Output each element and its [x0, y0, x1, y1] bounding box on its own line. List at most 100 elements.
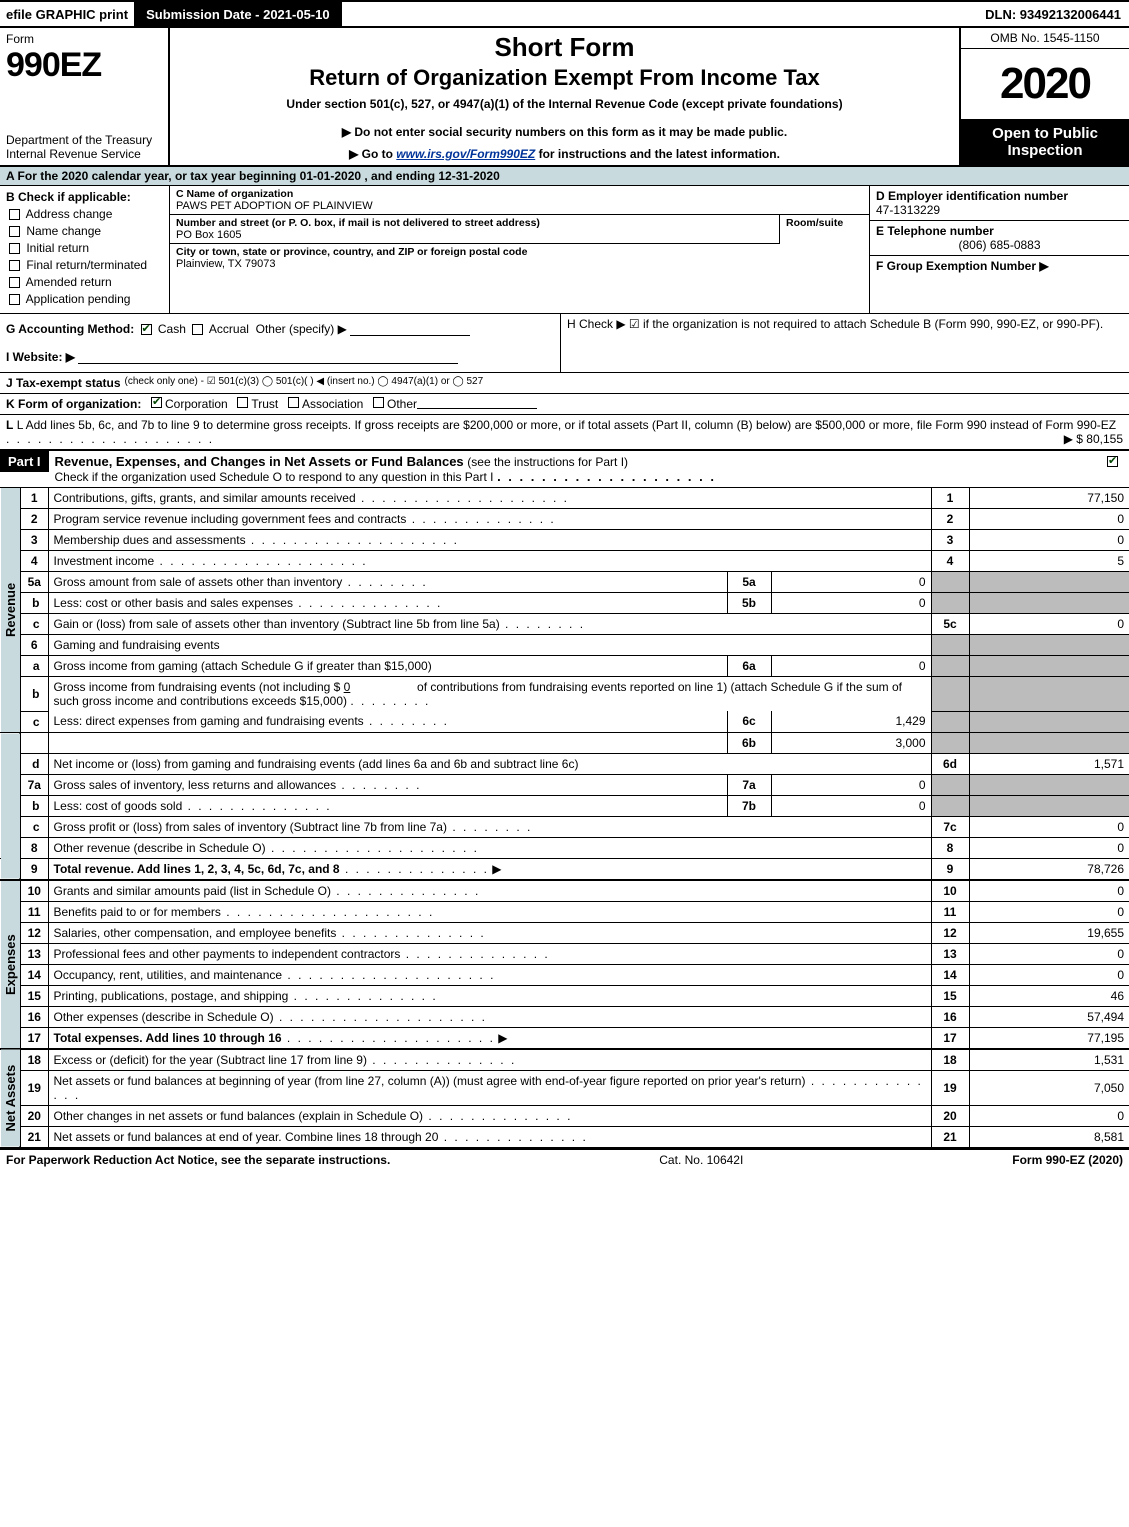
ln6b-shade3	[931, 733, 969, 754]
chk-amended-return[interactable]	[9, 277, 20, 288]
ln13-desc: Professional fees and other payments to …	[54, 947, 401, 961]
chk-address-change[interactable]	[9, 209, 20, 220]
ln14-num: 14	[931, 964, 969, 985]
city-label: City or town, state or province, country…	[176, 246, 863, 258]
ln15-num: 15	[931, 985, 969, 1006]
chk-initial-return[interactable]	[9, 243, 20, 254]
lbl-association: Association	[302, 397, 363, 411]
ln6d-num: 6d	[931, 753, 969, 774]
ln7b-shade2	[969, 795, 1129, 816]
ln13-num: 13	[931, 943, 969, 964]
tax-year: 2020	[961, 49, 1129, 119]
part1-header-row: Part I Revenue, Expenses, and Changes in…	[0, 450, 1129, 488]
ln14-val: 0	[969, 964, 1129, 985]
box-b: B Check if applicable: Address change Na…	[0, 186, 170, 313]
chk-trust[interactable]	[237, 397, 248, 408]
chk-name-change[interactable]	[9, 226, 20, 237]
ln9-desc: Total revenue. Add lines 1, 2, 3, 4, 5c,…	[54, 862, 340, 876]
title-short-form: Short Form	[180, 32, 949, 63]
chk-cash[interactable]	[141, 324, 152, 335]
chk-schedule-o[interactable]	[1107, 456, 1118, 467]
lbl-application-pending: Application pending	[26, 292, 131, 306]
page-footer: For Paperwork Reduction Act Notice, see …	[0, 1148, 1129, 1170]
efile-label: efile GRAPHIC print	[0, 3, 134, 26]
ln6b-shade4	[969, 733, 1129, 754]
ln1-no: 1	[20, 488, 48, 509]
g-label: G Accounting Method:	[6, 322, 134, 336]
ln5b-no: b	[20, 593, 48, 614]
form-number: 990EZ	[6, 46, 162, 85]
chk-association[interactable]	[288, 397, 299, 408]
chk-final-return[interactable]	[9, 260, 20, 271]
vert-expenses: Expenses	[0, 880, 20, 1049]
ln10-desc: Grants and similar amounts paid (list in…	[54, 884, 331, 898]
open-inspection: Open to Public Inspection	[961, 119, 1129, 165]
ln6a-no: a	[20, 656, 48, 677]
ln19-val: 7,050	[969, 1070, 1129, 1105]
ln7a-desc: Gross sales of inventory, less returns a…	[54, 778, 337, 792]
line-l: L L Add lines 5b, 6c, and 7b to line 9 t…	[0, 415, 1129, 450]
chk-accrual[interactable]	[192, 324, 203, 335]
ln21-num: 21	[931, 1126, 969, 1147]
chk-application-pending[interactable]	[9, 294, 20, 305]
part1-sub: (see the instructions for Part I)	[467, 455, 628, 469]
lbl-name-change: Name change	[26, 224, 101, 238]
ln6d-val: 1,571	[969, 753, 1129, 774]
ln16-no: 16	[20, 1006, 48, 1027]
ln9-num: 9	[931, 858, 969, 880]
ln20-num: 20	[931, 1105, 969, 1126]
ln7a-subval: 0	[771, 774, 931, 795]
vert-rev-end	[0, 858, 20, 880]
l-text: L Add lines 5b, 6c, and 7b to line 9 to …	[17, 418, 1116, 432]
ln8-desc: Other revenue (describe in Schedule O)	[54, 841, 266, 855]
ln5a-shade	[931, 572, 969, 593]
header-middle: Short Form Return of Organization Exempt…	[170, 28, 959, 165]
box-b-label: B Check if applicable:	[6, 190, 163, 204]
section-a: A For the 2020 calendar year, or tax yea…	[0, 167, 1129, 186]
lbl-trust: Trust	[251, 397, 278, 411]
ln3-num: 3	[931, 530, 969, 551]
chk-other-org[interactable]	[373, 397, 384, 408]
ln8-num: 8	[931, 837, 969, 858]
line-k: K Form of organization: Corporation Trus…	[0, 394, 1129, 415]
goto-post: for instructions and the latest informat…	[535, 147, 780, 161]
ln6-shade2	[969, 635, 1129, 656]
lbl-cash: Cash	[158, 322, 186, 336]
ln6b-shade2	[969, 677, 1129, 712]
k-label: K Form of organization:	[6, 397, 141, 411]
ln17-val: 77,195	[969, 1027, 1129, 1049]
part1-title: Revenue, Expenses, and Changes in Net As…	[49, 451, 1096, 487]
footer-mid: Cat. No. 10642I	[390, 1153, 1012, 1167]
ln5c-no: c	[20, 614, 48, 635]
dept-treasury: Department of the Treasury	[6, 133, 162, 147]
ln14-no: 14	[20, 964, 48, 985]
lbl-other: Other (specify) ▶	[256, 322, 347, 336]
ln7c-num: 7c	[931, 816, 969, 837]
ln17-num: 17	[931, 1027, 969, 1049]
ln7b-desc: Less: cost of goods sold	[54, 799, 183, 813]
ln7b-subval: 0	[771, 795, 931, 816]
omb-number: OMB No. 1545-1150	[961, 28, 1129, 49]
ln21-no: 21	[20, 1126, 48, 1147]
part1-title-text: Revenue, Expenses, and Changes in Net As…	[55, 454, 464, 469]
ln5a-subval: 0	[771, 572, 931, 593]
ln6a-shade	[931, 656, 969, 677]
f-label: F Group Exemption Number ▶	[876, 259, 1123, 273]
ln12-no: 12	[20, 922, 48, 943]
chk-corporation[interactable]	[151, 397, 162, 408]
ln6b-subval: 3,000	[771, 733, 931, 754]
e-label: E Telephone number	[876, 224, 1123, 238]
submission-date: Submission Date - 2021-05-10	[134, 1, 342, 28]
irs-link[interactable]: www.irs.gov/Form990EZ	[396, 147, 535, 161]
ln7c-desc: Gross profit or (loss) from sales of inv…	[54, 820, 447, 834]
form-label: Form	[6, 32, 162, 46]
ln6a-desc: Gross income from gaming (attach Schedul…	[48, 656, 727, 677]
lbl-amended-return: Amended return	[26, 275, 112, 289]
ln10-no: 10	[20, 880, 48, 902]
ln11-val: 0	[969, 901, 1129, 922]
ln19-desc: Net assets or fund balances at beginning…	[54, 1074, 806, 1088]
ln10-num: 10	[931, 880, 969, 902]
ln7a-shade2	[969, 774, 1129, 795]
ln5c-val: 0	[969, 614, 1129, 635]
header-right: OMB No. 1545-1150 2020 Open to Public In…	[959, 28, 1129, 165]
